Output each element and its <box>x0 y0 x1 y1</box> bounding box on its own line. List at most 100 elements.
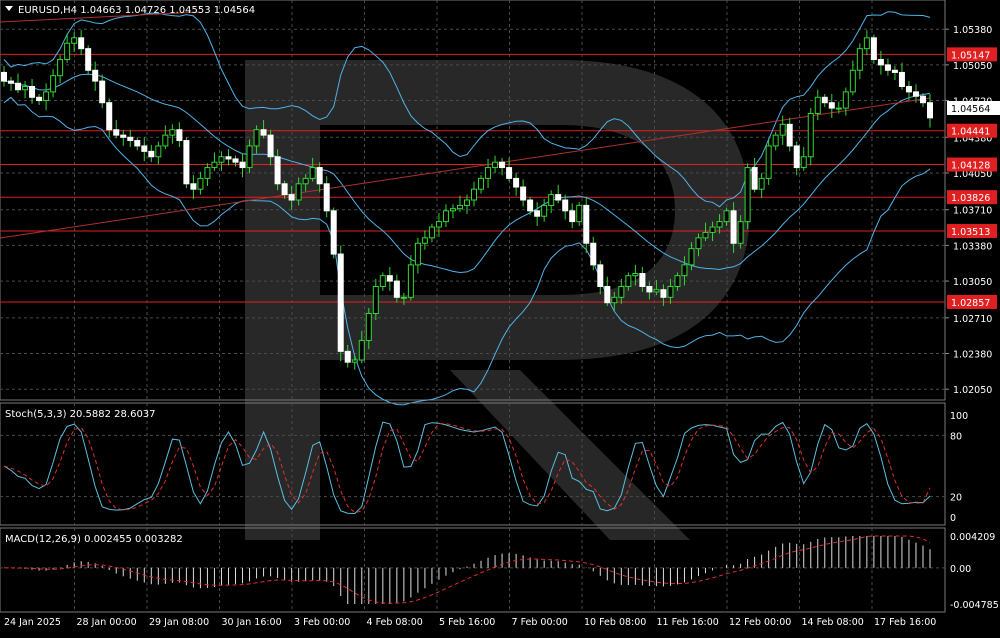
candle-body <box>639 273 646 287</box>
candle-body <box>541 204 548 217</box>
level-label: 1.02857 <box>951 298 990 309</box>
price-tick-label: 1.03050 <box>953 277 992 288</box>
watermark-logo <box>245 60 750 540</box>
price-tick-label: 1.03710 <box>953 206 992 217</box>
price-axis: 1.053801.050501.047201.043801.040501.037… <box>945 25 997 396</box>
time-tick-label: 17 Feb 16:00 <box>874 617 936 628</box>
price-tick-label: 1.03380 <box>953 241 992 252</box>
candle-body <box>442 210 449 223</box>
candle-body <box>471 188 478 201</box>
candle-body <box>64 42 71 60</box>
candle-body <box>884 64 891 71</box>
level-label-bg <box>947 123 997 138</box>
candle-body <box>807 113 814 158</box>
trendline-2 <box>0 11 201 23</box>
price-tick-label: 1.05380 <box>953 25 992 36</box>
candle-body <box>113 129 120 136</box>
candle-body <box>877 58 884 66</box>
candle-body <box>246 145 253 169</box>
candle-body <box>485 167 492 179</box>
candle-body <box>695 237 702 250</box>
candle-body <box>36 96 43 102</box>
candle-body <box>309 167 316 179</box>
candle-body <box>835 107 842 110</box>
bollinger-bands <box>3 11 931 406</box>
candle-body <box>281 183 288 196</box>
candles <box>1 30 933 370</box>
candle-body <box>828 102 835 109</box>
symbol-dropdown-icon[interactable] <box>5 6 13 11</box>
candle-body <box>590 242 597 266</box>
time-tick-label: 24 Jan 2025 <box>4 617 61 628</box>
candle-body <box>898 71 905 87</box>
candle-body <box>1 71 7 82</box>
candle-body <box>569 210 576 223</box>
price-tick-label: 1.02380 <box>953 350 992 361</box>
level-label-bg <box>947 224 997 239</box>
candle-body <box>274 156 281 185</box>
candle-body <box>456 204 463 210</box>
price-tick-label: 1.04380 <box>953 133 992 144</box>
time-tick-label: 5 Feb 16:00 <box>439 617 495 628</box>
candle-body <box>204 167 211 179</box>
candle-body <box>190 183 197 190</box>
candle-body <box>919 95 926 104</box>
stoch-tick-label: 0 <box>950 513 956 524</box>
time-tick-label: 7 Feb 00:00 <box>512 617 568 628</box>
time-tick-label: 10 Feb 08:00 <box>584 617 646 628</box>
time-tick-label: 4 Feb 08:00 <box>367 617 423 628</box>
trendline <box>0 97 931 239</box>
candle-body <box>295 183 302 201</box>
candle-body <box>905 85 912 93</box>
candle-body <box>22 85 29 91</box>
price-tick-label: 1.02710 <box>953 314 992 325</box>
candle-body <box>779 123 786 136</box>
candle-body <box>674 275 681 287</box>
candle-body <box>183 140 190 185</box>
candle-body <box>786 123 793 147</box>
macd-axis: 0.004209 0.00 -0.004785 <box>950 532 999 611</box>
time-tick-label: 12 Feb 00:00 <box>729 617 791 628</box>
candle-body <box>225 156 232 160</box>
candle-body <box>688 248 695 266</box>
candle-body <box>421 237 428 244</box>
time-tick-label: 3 Feb 00:00 <box>294 617 350 628</box>
candle-body <box>702 231 709 239</box>
candle-body <box>323 183 330 212</box>
candle-body <box>527 199 534 212</box>
candle-body <box>393 280 400 298</box>
candle-body <box>800 156 807 169</box>
main-header: EURUSD,H4 1.04663 1.04726 1.04553 1.0456… <box>18 5 255 16</box>
candle-body <box>148 150 155 158</box>
candle-body <box>29 85 36 98</box>
candle-body <box>583 204 590 244</box>
candle-body <box>435 221 442 228</box>
current-price-label: 1.04564 <box>951 104 990 115</box>
macd-grid <box>0 528 945 612</box>
candle-body <box>562 199 569 212</box>
candle-body <box>660 289 667 298</box>
candle-body <box>856 48 863 71</box>
candle-body <box>842 91 849 109</box>
time-tick-label: 30 Jan 16:00 <box>222 617 282 628</box>
candle-body <box>765 145 772 179</box>
candle-body <box>162 134 169 147</box>
candle-body <box>870 37 877 60</box>
candle-body <box>597 264 604 287</box>
candle-body <box>85 48 92 71</box>
candle-body <box>520 186 527 201</box>
macd-tick-label: 0.00 <box>950 564 971 575</box>
candle-body <box>8 80 15 84</box>
candle-body <box>169 129 176 136</box>
candle-body <box>414 242 421 266</box>
candle-body <box>772 134 779 147</box>
candle-body <box>288 194 295 201</box>
candle-body <box>428 226 435 239</box>
candle-body <box>358 340 365 361</box>
candle-body <box>232 158 239 163</box>
level-label: 1.04441 <box>951 127 990 138</box>
candle-body <box>386 275 393 282</box>
candle-body <box>758 177 765 190</box>
